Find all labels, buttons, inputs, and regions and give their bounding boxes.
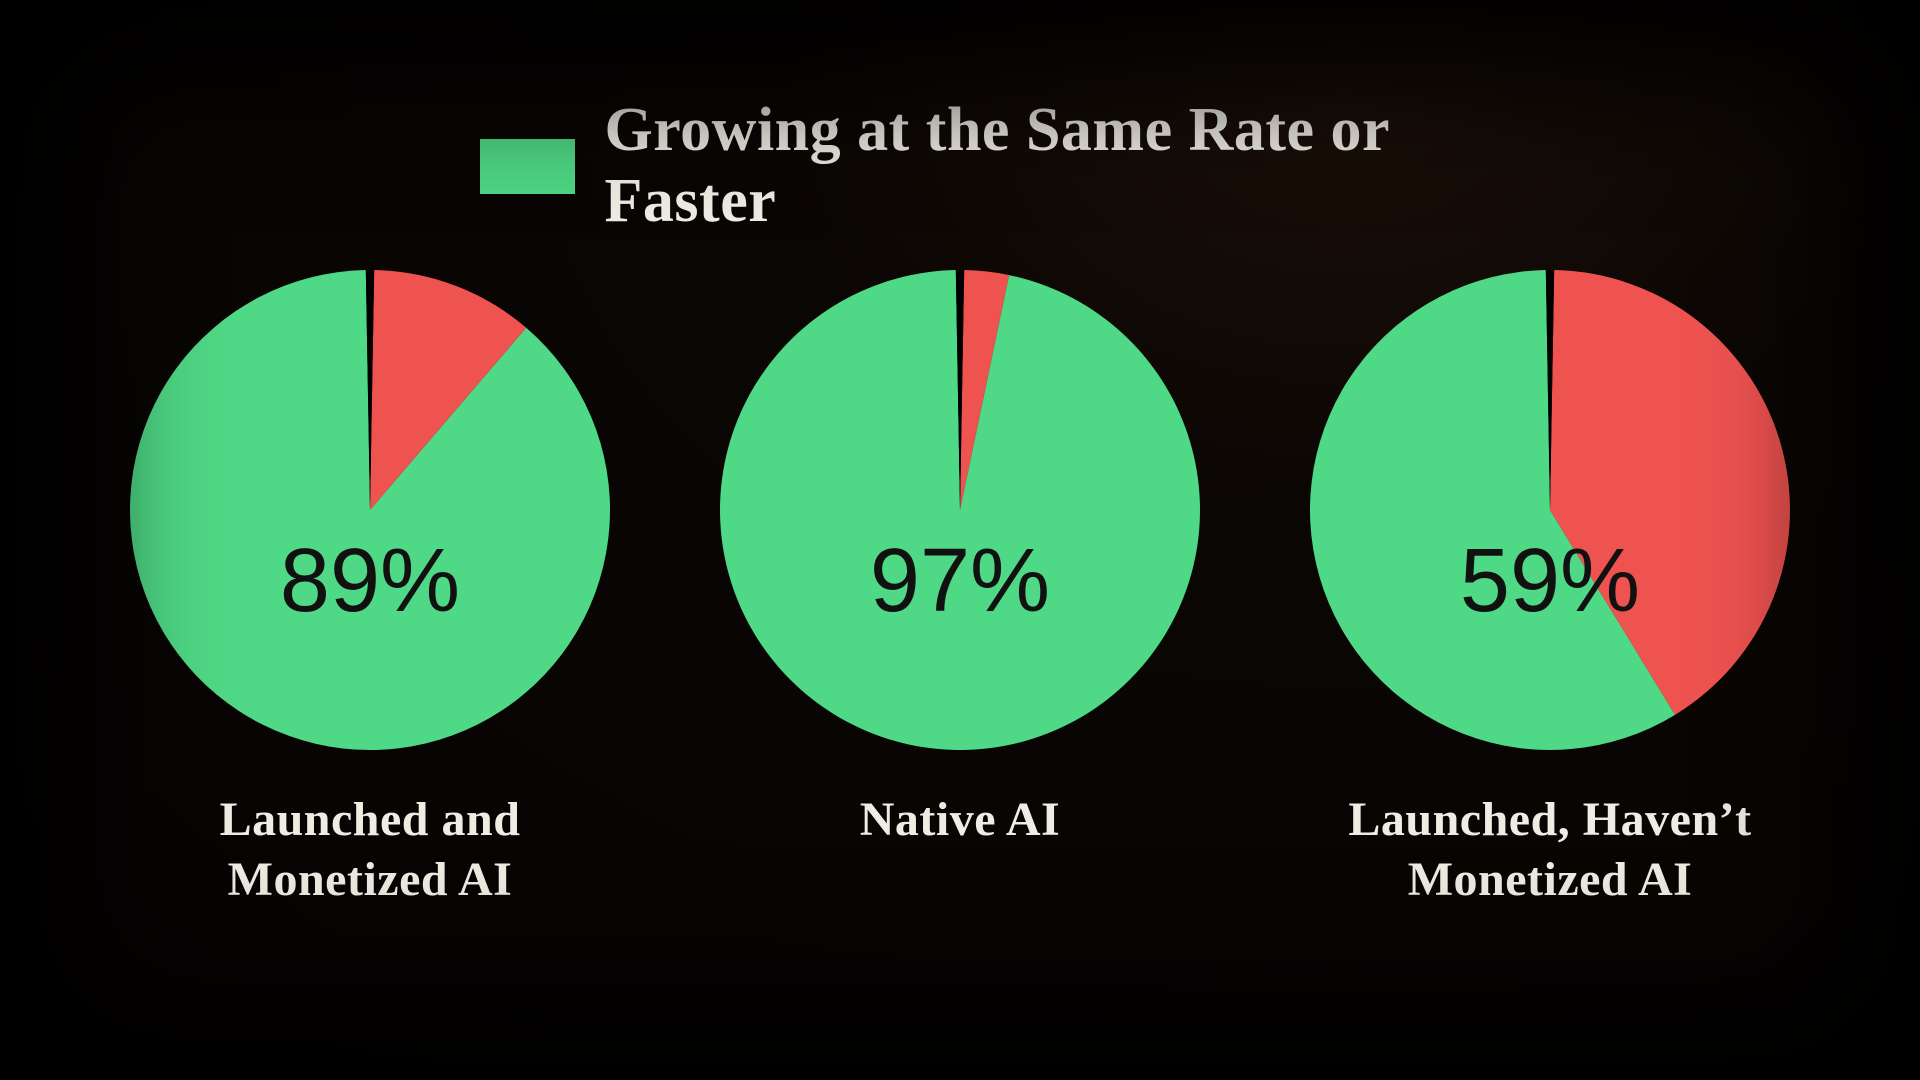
pie-chart-0: 89% Launched and Monetized AI (90, 260, 650, 910)
pie-2-percent: 59% (1460, 530, 1640, 633)
pie-0-label-line2: Monetized AI (228, 853, 513, 906)
pie-chart-1: 97% Native AI (680, 260, 1240, 850)
pie-1-percent: 97% (870, 530, 1050, 633)
charts-row: 89% Launched and Monetized AI 97% Native… (0, 260, 1920, 910)
pie-1-label: Native AI (860, 790, 1060, 850)
pie-2-label-line1: Launched, Haven’t (1348, 793, 1751, 846)
pie-1-canvas: 97% (710, 260, 1210, 760)
legend-swatch (480, 139, 575, 194)
pie-2-label-line2: Monetized AI (1408, 853, 1693, 906)
pie-0-label-line1: Launched and (220, 793, 521, 846)
pie-chart-2: 59% Launched, Haven’t Monetized AI (1270, 260, 1830, 910)
legend-text: Growing at the Same Rate or Faster (605, 95, 1440, 237)
pie-1-label-line1: Native AI (860, 793, 1060, 846)
pie-0-percent: 89% (280, 530, 460, 633)
legend: Growing at the Same Rate or Faster (480, 95, 1440, 237)
pie-0-label: Launched and Monetized AI (220, 790, 521, 910)
pie-2-canvas: 59% (1300, 260, 1800, 760)
pie-0-canvas: 89% (120, 260, 620, 760)
pie-2-label: Launched, Haven’t Monetized AI (1348, 790, 1751, 910)
